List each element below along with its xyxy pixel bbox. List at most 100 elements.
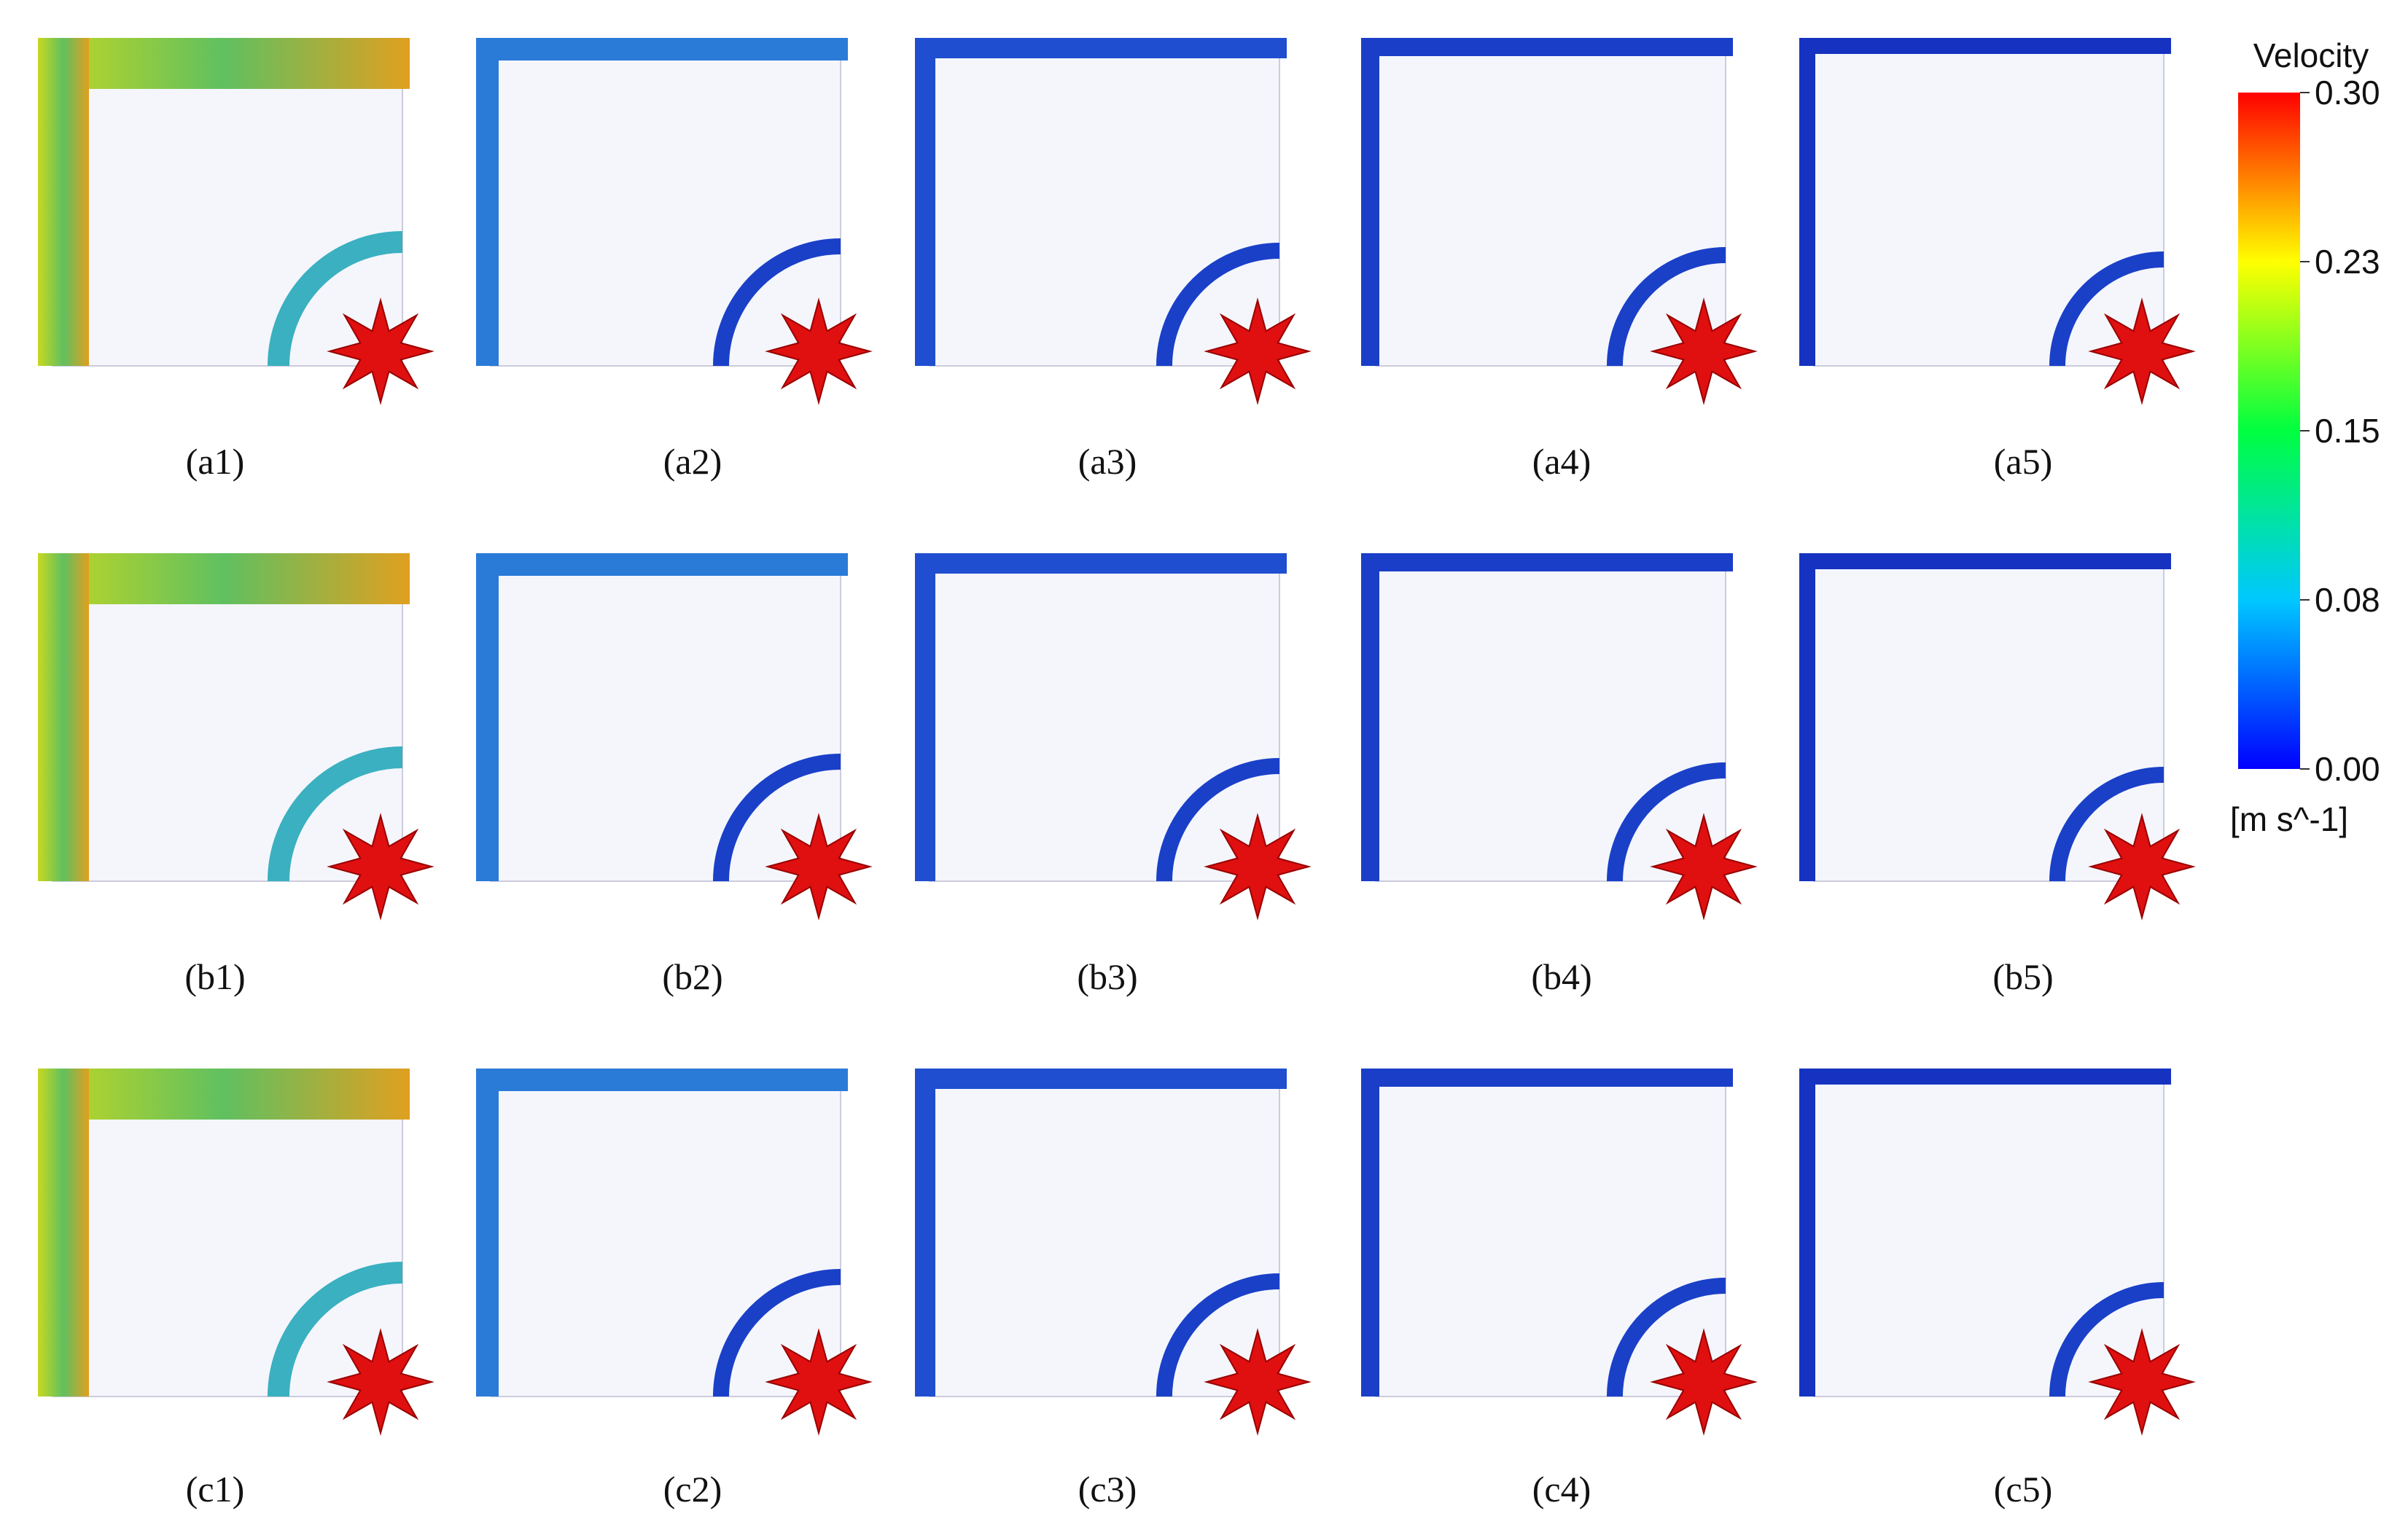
panel <box>1361 553 1758 921</box>
arc-flow <box>1607 247 1726 367</box>
panel-domain <box>1375 560 1726 882</box>
panel <box>1799 38 2196 405</box>
left-wall-flow <box>476 553 499 881</box>
panel <box>38 38 435 405</box>
left-wall-flow <box>915 1069 935 1397</box>
panel <box>476 38 873 405</box>
panel-domain <box>929 44 1280 367</box>
inlet-jet <box>1650 1328 1758 1436</box>
panel <box>1799 1069 2196 1436</box>
panel-label: (b3) <box>1077 956 1137 997</box>
colorbar <box>2238 93 2300 769</box>
panel-domain <box>52 44 403 367</box>
arc-flow <box>1156 758 1280 882</box>
panel-label: (c4) <box>1532 1469 1591 1509</box>
colorbar-tick-label: 0.15 <box>2315 412 2380 450</box>
top-wall-flow <box>1799 38 2171 54</box>
panel-domain <box>1375 44 1726 367</box>
panel <box>1361 38 1758 405</box>
inlet-jet <box>2088 297 2196 405</box>
left-wall-flow <box>1361 553 1379 881</box>
arc-flow <box>268 746 403 882</box>
colorbar-unit: [m s^-1] <box>2230 800 2348 838</box>
arc-flow <box>1156 1273 1280 1397</box>
panel-label: (c1) <box>186 1469 245 1509</box>
panel <box>1799 553 2196 921</box>
panel-label: (c3) <box>1078 1469 1137 1509</box>
top-wall-flow <box>1799 553 2171 569</box>
inlet-jet <box>765 1328 873 1436</box>
inlet-jet <box>1204 813 1312 921</box>
colorbar-tick-label: 0.23 <box>2315 243 2380 281</box>
panel <box>915 553 1312 921</box>
panel-label: (a3) <box>1078 441 1137 482</box>
arc-flow <box>2049 1282 2165 1397</box>
panel-domain <box>1375 1075 1726 1397</box>
arc-flow <box>1156 243 1280 367</box>
top-wall-flow <box>38 1069 410 1120</box>
panel-label: (b5) <box>1992 956 2053 997</box>
top-wall-flow <box>476 38 848 60</box>
left-wall-flow <box>38 38 89 366</box>
panel-domain <box>490 560 841 882</box>
inlet-jet <box>327 813 435 921</box>
left-wall-flow <box>915 553 935 881</box>
inlet-jet <box>1204 1328 1312 1436</box>
top-wall-flow <box>476 553 848 576</box>
top-wall-flow <box>38 38 410 89</box>
inlet-jet <box>327 297 435 405</box>
panel <box>476 553 873 921</box>
panel <box>38 1069 435 1436</box>
inlet-jet <box>327 1328 435 1436</box>
colorbar-title: Velocity <box>2253 36 2369 74</box>
panel <box>1361 1069 1758 1436</box>
panel-domain <box>929 560 1280 882</box>
panel-domain <box>52 560 403 882</box>
left-wall-flow <box>476 38 499 366</box>
arc-flow <box>1607 762 1726 882</box>
left-wall-flow <box>915 38 935 366</box>
arc-flow <box>713 1269 841 1397</box>
panel-label: (a2) <box>663 441 722 482</box>
panel <box>38 553 435 921</box>
arc-flow <box>713 754 841 882</box>
left-wall-flow <box>476 1069 499 1397</box>
panel-domain <box>490 44 841 367</box>
colorbar-tick-label: 0.00 <box>2315 750 2380 788</box>
panel-label: (a5) <box>1994 441 2053 482</box>
arc-flow <box>268 1262 403 1397</box>
panel-label: (b1) <box>184 956 245 997</box>
left-wall-flow <box>38 553 89 881</box>
panel <box>915 38 1312 405</box>
inlet-jet <box>1650 297 1758 405</box>
panel-domain <box>1813 560 2165 882</box>
inlet-jet <box>1204 297 1312 405</box>
panel-domain <box>929 1075 1280 1397</box>
colorbar-tick-label: 0.08 <box>2315 581 2380 619</box>
panel-label: (b2) <box>662 956 722 997</box>
panel-domain <box>52 1075 403 1397</box>
colorbar-tick-label: 0.30 <box>2315 74 2380 112</box>
left-wall-flow <box>38 1069 89 1397</box>
top-wall-flow <box>1361 38 1733 56</box>
left-wall-flow <box>1799 553 1815 881</box>
arc-flow <box>268 231 403 367</box>
panel-domain <box>490 1075 841 1397</box>
panel-domain <box>1813 44 2165 367</box>
inlet-jet <box>2088 813 2196 921</box>
panel-label: (b4) <box>1531 956 1591 997</box>
panel-label: (a1) <box>186 441 245 482</box>
top-wall-flow <box>476 1069 848 1091</box>
panel <box>915 1069 1312 1436</box>
inlet-jet <box>765 813 873 921</box>
inlet-jet <box>1650 813 1758 921</box>
top-wall-flow <box>1799 1069 2171 1085</box>
top-wall-flow <box>1361 1069 1733 1087</box>
inlet-jet <box>2088 1328 2196 1436</box>
panel <box>476 1069 873 1436</box>
left-wall-flow <box>1799 1069 1815 1397</box>
top-wall-flow <box>38 553 410 604</box>
top-wall-flow <box>915 38 1287 58</box>
top-wall-flow <box>915 553 1287 574</box>
